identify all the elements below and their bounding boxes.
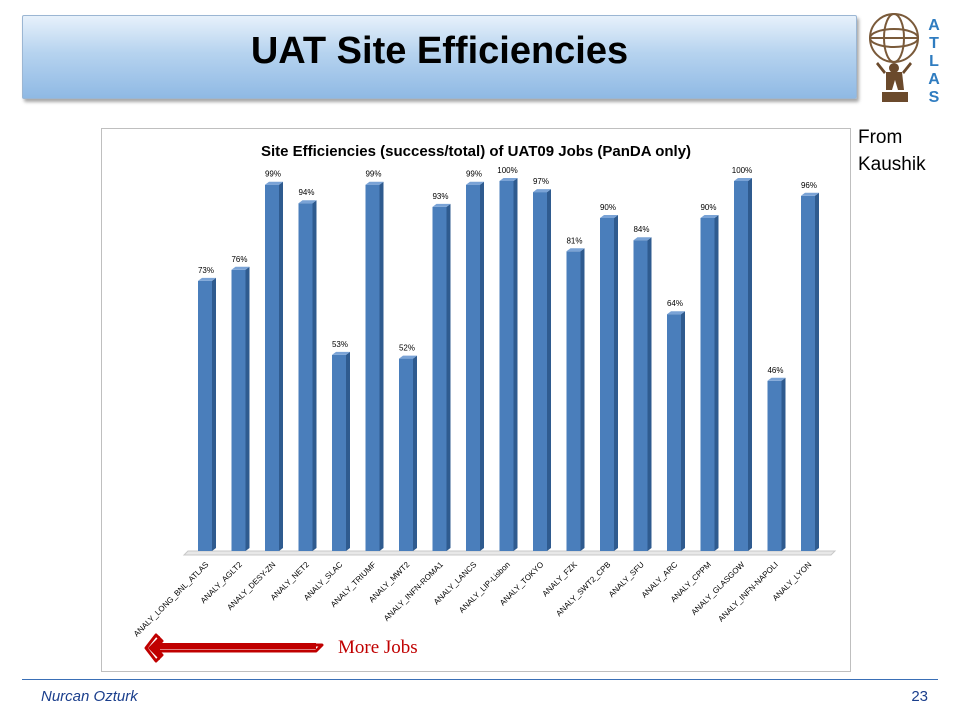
bar-value-label: 100% (732, 166, 752, 175)
chart-bar (801, 192, 819, 552)
chart-floor (182, 550, 837, 556)
atlas-logo: A T L A S (869, 13, 940, 106)
chart-bar (767, 377, 786, 551)
logo-letter: S (929, 89, 940, 106)
bar-value-label: 90% (700, 203, 716, 212)
chart-bar (734, 178, 752, 551)
bar-value-label: 90% (600, 203, 616, 212)
source-note: From Kaushik (858, 127, 926, 175)
chart-bar (298, 200, 317, 551)
chart-bar (332, 351, 350, 551)
chart-bar (198, 277, 216, 551)
more-jobs-arrow: More Jobs (144, 633, 418, 663)
chart-bar (566, 248, 585, 552)
bar-value-label: 97% (533, 177, 549, 186)
chart-bar (432, 203, 451, 551)
chart-bar (633, 237, 652, 551)
bar-value-label: 64% (667, 299, 683, 308)
footer-divider (22, 679, 938, 680)
chart-title: Site Efficiencies (success/total) of UAT… (261, 143, 691, 160)
bar-value-label: 76% (231, 255, 247, 264)
bar-value-label: 81% (566, 236, 582, 245)
bar-value-label: 46% (767, 366, 783, 375)
bar-value-label: 93% (432, 192, 448, 201)
x-tick-label: ANALY_INFN-NAPOLI (716, 560, 779, 623)
chart-bar (265, 181, 283, 551)
labels-layer: 73% 76% 99% 94% 53% 99% 52% 93% 99% 100% 97% 81% 90%… (198, 166, 817, 375)
logo-letter: A (928, 71, 940, 88)
logo-letter: T (929, 35, 939, 52)
bar-value-label: 100% (497, 166, 517, 175)
bar-value-label: 53% (332, 340, 348, 349)
logo-letter: A (928, 17, 940, 34)
bars-layer (182, 178, 837, 556)
x-tick-labels: ANALY_LONG_BNL_ATLASANALY_AGLT2ANALY_DES… (132, 560, 814, 639)
slide-title: UAT Site Efficiencies (250, 30, 629, 72)
chart-bar (365, 181, 384, 551)
bar-value-label: 99% (365, 170, 381, 179)
bar-value-label: 96% (801, 181, 817, 190)
page-number: 23 (911, 688, 928, 705)
chart-bar (667, 311, 685, 551)
chart-bar (399, 355, 417, 551)
chart-bar (499, 178, 518, 551)
chart-frame: Site Efficiencies (success/total) of UAT… (101, 128, 851, 672)
atlas-figure-icon (869, 13, 919, 63)
chart-bar (231, 266, 250, 551)
x-tick-label: ANALY_INFN-ROMA1 (382, 560, 445, 623)
more-jobs-label: More Jobs (338, 637, 418, 658)
chart-bar (700, 215, 719, 551)
logo-letter: L (929, 53, 939, 70)
chart-bar (533, 189, 551, 551)
footer-author: Nurcan Ozturk (41, 688, 138, 705)
bar-value-label: 99% (265, 170, 281, 179)
title-banner: UAT Site Efficiencies (22, 15, 857, 99)
bar-value-label: 84% (633, 225, 649, 234)
chart-bar (466, 181, 484, 551)
bar-value-label: 94% (298, 188, 314, 197)
chart-bar (600, 215, 618, 551)
bar-value-label: 99% (466, 170, 482, 179)
bar-value-label: 52% (399, 344, 415, 353)
bar-value-label: 73% (198, 266, 214, 275)
bar-chart: Site Efficiencies (success/total) of UAT… (132, 143, 837, 663)
